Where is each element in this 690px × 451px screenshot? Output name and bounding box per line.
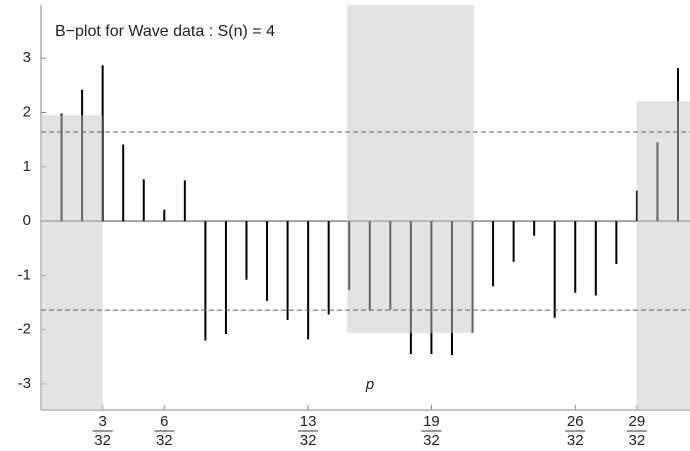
x-tick-label: 26 32 — [567, 413, 584, 449]
chart-title: B−plot for Wave data : S(n) = 4 — [55, 23, 275, 40]
region — [636, 101, 690, 410]
x-tick-label: 6 32 — [156, 413, 173, 449]
numerator: 19 — [423, 413, 440, 430]
region — [347, 5, 474, 333]
denominator: 32 — [629, 432, 646, 449]
y-tick-label: 3 — [23, 49, 31, 66]
region — [41, 115, 103, 411]
x-tick-label: 29 32 — [629, 413, 646, 449]
x-tick-label: 19 32 — [423, 413, 440, 449]
denominator: 32 — [567, 432, 584, 449]
numerator: 29 — [629, 413, 646, 430]
numerator: 13 — [300, 413, 317, 430]
denominator: 32 — [300, 432, 317, 449]
y-tick-label: 1 — [23, 158, 31, 175]
y-tick-label: 2 — [23, 103, 31, 120]
numerator: 3 — [98, 413, 106, 430]
x-tick-label: 3 32 — [94, 413, 111, 449]
y-tick-label: -3 — [18, 375, 31, 392]
denominator: 32 — [94, 432, 111, 449]
y-tick-label: -1 — [18, 266, 31, 283]
x-tick-label: 13 32 — [300, 413, 317, 449]
x-axis-label: p — [365, 376, 374, 393]
numerator: 6 — [160, 413, 168, 430]
numerator: 26 — [567, 413, 584, 430]
y-tick-label: 0 — [23, 212, 31, 229]
denominator: 32 — [156, 432, 173, 449]
denominator: 32 — [423, 432, 440, 449]
y-tick-label: -2 — [18, 321, 31, 338]
